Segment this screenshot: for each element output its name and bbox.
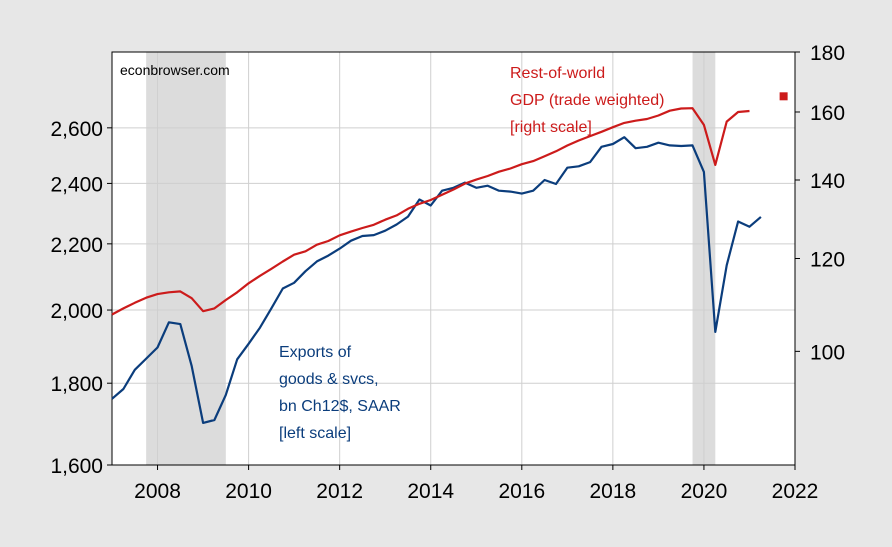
rest-of-world-label-line-1: Rest-of-world <box>510 65 605 82</box>
recession-bands <box>146 52 716 465</box>
right-tick-label-160: 160 <box>810 102 845 125</box>
left-tick-label-1600: 1,600 <box>50 455 103 478</box>
x-tick-label-2008: 2008 <box>134 480 181 503</box>
series-line-rest-of-world-gdp <box>111 107 750 316</box>
x-tick-label-2014: 2014 <box>407 480 454 503</box>
x-tick-label-2012: 2012 <box>316 480 363 503</box>
x-tick-label-2018: 2018 <box>590 480 637 503</box>
exports-label-line-2: goods & svcs, <box>279 371 379 388</box>
x-tick-label-2010: 2010 <box>225 480 272 503</box>
right-tick-label-140: 140 <box>810 170 845 193</box>
forecast-point <box>779 92 788 101</box>
exports-label-line-3: bn Ch12$, SAAR <box>279 398 401 415</box>
x-tick-label-2020: 2020 <box>681 480 728 503</box>
right-axis-ticks: 100 120 140 160 180 <box>795 42 845 364</box>
x-axis-ticks: 2008 2010 2012 2014 2016 2018 2020 2022 <box>134 465 818 503</box>
exports-label-line-1: Exports of <box>279 344 352 361</box>
left-tick-label-2200: 2,200 <box>50 234 103 257</box>
left-tick-label-2000: 2,000 <box>50 300 103 323</box>
left-axis-ticks: 1,600 1,800 2,000 2,200 2,400 2,600 <box>50 118 112 478</box>
x-tick-label-2022: 2022 <box>772 480 819 503</box>
left-tick-label-1800: 1,800 <box>50 373 103 396</box>
exports-label-line-4: [left scale] <box>279 425 351 442</box>
rest-of-world-label-line-3: [right scale] <box>510 119 592 136</box>
x-tick-label-2016: 2016 <box>498 480 545 503</box>
exports-label: Exports of goods & svcs, bn Ch12$, SAAR … <box>279 344 405 442</box>
rest-of-world-label: Rest-of-world GDP (trade weighted) [righ… <box>510 65 669 136</box>
right-tick-label-180: 180 <box>810 42 845 65</box>
left-tick-label-2400: 2,400 <box>50 173 103 196</box>
recession-band-0 <box>146 52 226 465</box>
rest-of-world-label-line-2: GDP (trade weighted) <box>510 92 664 109</box>
source-label: econbrowser.com <box>120 62 230 78</box>
right-tick-label-120: 120 <box>810 249 845 272</box>
right-tick-label-100: 100 <box>810 341 845 364</box>
left-tick-label-2600: 2,600 <box>50 118 103 141</box>
series-lines <box>111 92 788 424</box>
